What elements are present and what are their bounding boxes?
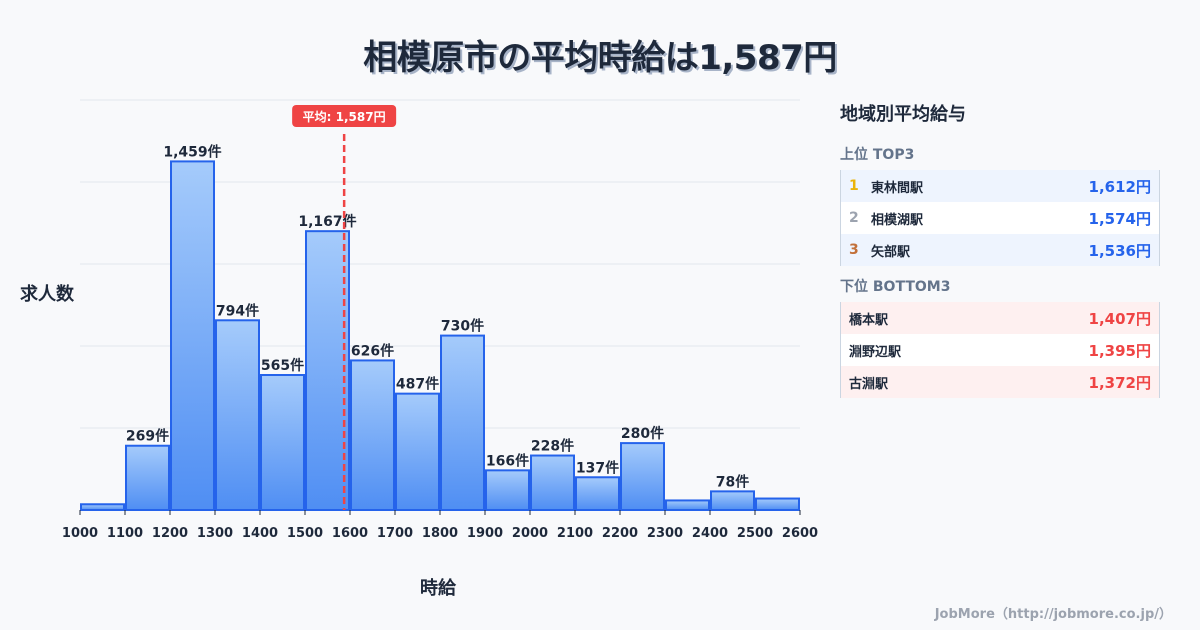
bar-label: 78件 (716, 473, 749, 490)
station-name: 東林間駅 (871, 180, 924, 196)
bar (395, 392, 440, 511)
wage-value: 1,407円 (1088, 309, 1151, 328)
x-tick-label: 1200 (152, 526, 188, 541)
bar (620, 442, 665, 511)
bar-label: 565件 (261, 357, 304, 374)
station-name: 相模湖駅 (871, 212, 924, 228)
x-tick-label: 1500 (287, 526, 323, 541)
x-axis-ticks: 1000 1100 1200 1300 1400 1500 1600 1700 1800 1900… (62, 510, 818, 541)
bar (305, 230, 350, 511)
wage-value: 1,372円 (1088, 373, 1151, 392)
rank: 2 (849, 210, 859, 226)
bar-label: 269件 (126, 428, 169, 445)
x-tick-label: 1300 (197, 526, 233, 541)
bar-label: 487件 (396, 376, 439, 393)
station-name: 古淵駅 (849, 376, 889, 392)
y-axis-label: 求人数 (20, 284, 74, 305)
x-tick-label: 2100 (557, 526, 593, 541)
bar-label: 1,167件 (298, 213, 356, 230)
bar (575, 476, 620, 512)
wage-value: 1,612円 (1088, 177, 1151, 196)
bar-label: 137件 (576, 459, 619, 476)
table-row: 橋本駅 1,407円 (841, 302, 1159, 334)
bottom3-heading: 下位 BOTTOM3 (840, 279, 951, 295)
mean-line: 平均: 1,587円 (292, 105, 397, 510)
bar-label: 280件 (621, 425, 664, 442)
x-tick-label: 1800 (422, 526, 458, 541)
station-name: 淵野辺駅 (849, 344, 902, 360)
bar (125, 444, 170, 511)
x-tick-label: 1000 (62, 526, 98, 541)
wage-value: 1,574円 (1088, 209, 1151, 228)
bar-label: 730件 (441, 318, 484, 335)
x-tick-label: 2300 (647, 526, 683, 541)
x-tick-label: 2600 (782, 526, 818, 541)
x-axis-label: 時給 (420, 578, 456, 599)
bar (755, 497, 800, 511)
top3-heading: 上位 TOP3 (840, 147, 915, 163)
x-tick-label: 1900 (467, 526, 503, 541)
wage-value: 1,536円 (1088, 241, 1151, 260)
bar-label: 626件 (351, 342, 394, 359)
x-tick-label: 1700 (377, 526, 413, 541)
x-tick-label: 2200 (602, 526, 638, 541)
table-row: 2 相模湖駅 1,574円 (841, 202, 1159, 234)
panel-title: 地域別平均給与 (840, 104, 966, 125)
table-row: 3 矢部駅 1,536円 (841, 234, 1159, 266)
page-title: 相模原市の平均時給は1,587円 (363, 38, 837, 78)
x-tick-label: 1600 (332, 526, 368, 541)
bottom3-table: 橋本駅 1,407円 淵野辺駅 1,395円 古淵駅 1,372円 (840, 302, 1160, 398)
x-tick-label: 2000 (512, 526, 548, 541)
bar (260, 374, 305, 511)
bar-label: 228件 (531, 438, 574, 455)
x-tick-label: 1400 (242, 526, 278, 541)
footer-credit: JobMore（http://jobmore.co.jp/） (934, 607, 1172, 622)
x-tick-label: 1100 (107, 526, 143, 541)
bar (710, 490, 755, 512)
station-name: 橋本駅 (849, 312, 889, 328)
x-tick-label: 2400 (692, 526, 728, 541)
regional-salary-panel: 地域別平均給与 上位 TOP3 1 東林間駅 1,612円 2 相模湖駅 1,5… (840, 100, 1160, 398)
station-name: 矢部駅 (871, 244, 911, 260)
top3-table: 1 東林間駅 1,612円 2 相模湖駅 1,574円 3 矢部駅 1,536円 (840, 170, 1160, 266)
x-tick-label: 2500 (737, 526, 773, 541)
table-row: 古淵駅 1,372円 (841, 366, 1159, 398)
bar (485, 469, 530, 511)
table-row: 淵野辺駅 1,395円 (841, 334, 1159, 366)
bar-label: 1,459件 (163, 143, 221, 160)
bar (530, 454, 575, 511)
mean-label: 平均: 1,587円 (303, 109, 386, 124)
bar-label: 166件 (486, 452, 529, 469)
bar (350, 359, 395, 512)
bar (440, 334, 485, 512)
bar (80, 503, 125, 512)
wage-value: 1,395円 (1088, 341, 1151, 360)
bar (170, 160, 215, 512)
bar (665, 499, 710, 512)
bar (215, 319, 260, 511)
bar-label: 794件 (216, 302, 259, 319)
table-row: 1 東林間駅 1,612円 (841, 170, 1159, 202)
rank: 1 (849, 178, 859, 194)
rank: 3 (849, 242, 859, 258)
